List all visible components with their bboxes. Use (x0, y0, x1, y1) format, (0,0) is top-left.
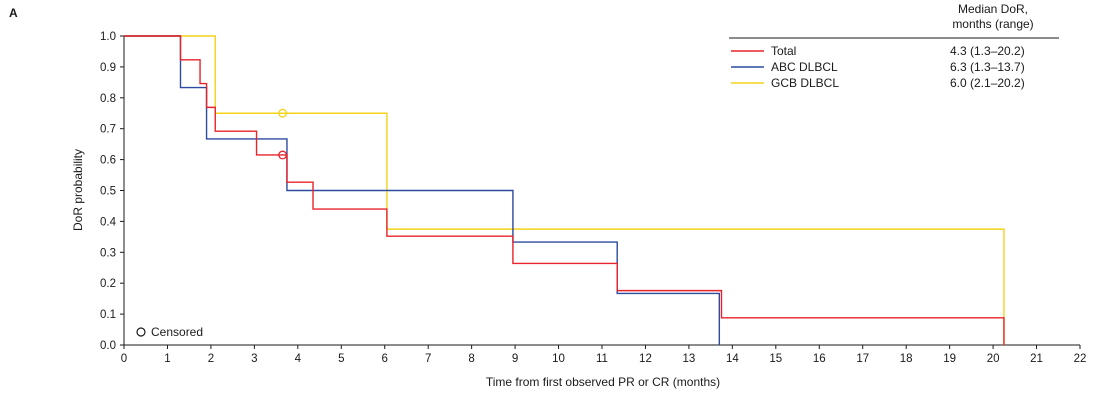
x-tick-label: 8 (468, 353, 474, 365)
y-tick-label: 0.3 (100, 247, 116, 259)
x-tick-label: 11 (596, 353, 608, 365)
series-line-total (124, 35, 1005, 345)
y-tick-label: 0.8 (100, 93, 116, 105)
legend-median-gcb: 6.0 (2.1–20.2) (950, 76, 1025, 90)
x-tick-label: 18 (900, 353, 913, 365)
y-tick-label: 0.4 (100, 216, 117, 228)
legend-label-total: Total (771, 44, 796, 58)
x-tick-label: 0 (121, 353, 127, 365)
series-line-abc-dlbcl (124, 35, 721, 345)
x-tick-label: 1 (164, 353, 170, 365)
legend-label-abc: ABC DLBCL (771, 60, 838, 74)
y-tick-label: 0.0 (100, 340, 116, 352)
axes: 0 1 2 3 4 5 6 7 8 9 10 11 12 13 14 15 16 17 18 19 20 21 220.00… (100, 31, 1086, 365)
y-tick-label: 0.1 (100, 309, 116, 321)
censored-marker-icon (136, 327, 146, 337)
y-tick-label: 1.0 (100, 31, 116, 43)
legend-label-gcb: GCB DLBCL (771, 76, 839, 90)
x-tick-label: 13 (683, 353, 696, 365)
legend-median-total: 4.3 (1.3–20.2) (950, 44, 1025, 58)
y-tick-label: 0.6 (100, 155, 116, 167)
x-tick-label: 22 (1074, 353, 1087, 365)
y-axis-title: DoR probability (71, 149, 85, 231)
legend-median-abc: 6.3 (1.3–13.7) (950, 60, 1025, 74)
y-tick-label: 0.2 (100, 278, 116, 290)
series-layer (124, 35, 1005, 345)
x-tick-label: 10 (552, 353, 565, 365)
x-tick-label: 21 (1030, 353, 1043, 365)
censored-point-total (278, 150, 288, 160)
censored-legend-label: Censored (151, 325, 203, 339)
x-tick-label: 6 (382, 353, 388, 365)
x-tick-label: 19 (943, 353, 956, 365)
x-axis-title: Time from first observed PR or CR (month… (486, 375, 720, 389)
x-tick-label: 14 (726, 353, 739, 365)
censored-legend: Censored (136, 325, 203, 339)
series-line-gcb-dlbcl (124, 35, 1005, 345)
x-tick-label: 9 (512, 353, 518, 365)
censored-point-gcb-dlbcl (278, 108, 288, 118)
panel-label: A (9, 6, 18, 20)
legend-header-line1: Median DoR, (958, 2, 1028, 16)
x-tick-label: 5 (338, 353, 344, 365)
legend: Median DoR, months (range) Total 4.3 (1.… (729, 2, 1059, 90)
y-tick-label: 0.9 (100, 62, 116, 74)
x-tick-label: 4 (295, 353, 302, 365)
x-tick-label: 2 (208, 353, 214, 365)
x-tick-label: 20 (987, 353, 1000, 365)
legend-header-line2: months (range) (952, 17, 1033, 31)
x-tick-label: 15 (769, 353, 782, 365)
x-tick-label: 3 (251, 353, 257, 365)
x-tick-label: 7 (425, 353, 431, 365)
y-tick-label: 0.5 (100, 186, 116, 198)
y-tick-label: 0.7 (100, 124, 116, 136)
x-tick-label: 17 (856, 353, 869, 365)
x-tick-label: 16 (813, 353, 826, 365)
x-tick-label: 12 (639, 353, 652, 365)
